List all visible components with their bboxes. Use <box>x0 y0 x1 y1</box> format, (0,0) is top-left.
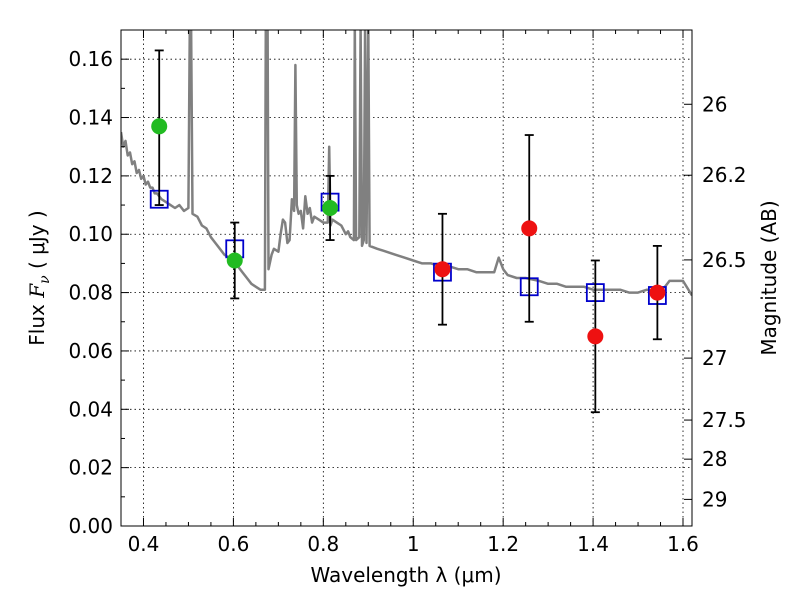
y-axis-label-prefix: Flux <box>25 298 49 346</box>
x-tick-label: 1.2 <box>487 532 519 556</box>
mag-tick-label: 27 <box>702 346 727 370</box>
y-tick-label: 0.06 <box>68 339 113 363</box>
y-axis-label-variable: F <box>25 283 49 299</box>
x-axis: 0.4 0.6 0.8 1 1.2 1.4 1.6 <box>120 30 699 556</box>
y-tick-label: 0.02 <box>68 456 113 480</box>
x-axis-label: Wavelength λ (μm) <box>310 563 501 587</box>
mag-tick-label: 29 <box>702 487 727 511</box>
y-tick-label: 0.00 <box>68 514 113 538</box>
nir-observation-point <box>521 220 538 237</box>
model-spectrum-line <box>121 30 692 297</box>
y-tick-label: 0.10 <box>68 222 113 246</box>
y-axis-left: 0.00 0.02 0.04 0.06 0.08 0.10 0.12 0.14 0.16 <box>68 47 129 538</box>
y-tick-label: 0.08 <box>68 281 113 305</box>
x-tick-label: 1.4 <box>577 532 609 556</box>
mag-tick-label: 26.2 <box>702 163 747 187</box>
y-tick-label: 0.16 <box>68 47 113 71</box>
y-tick-label: 0.04 <box>68 397 113 421</box>
mag-tick-label: 27.5 <box>702 408 747 432</box>
x-tick-label: 0.4 <box>128 532 160 556</box>
data-markers <box>149 49 667 414</box>
y-axis-right-magnitude: 26 26.2 26.5 27 27.5 28 29 <box>684 92 747 511</box>
nir-observation-point <box>587 328 604 345</box>
y-axis-label-suffix: ( μJy ) <box>25 210 49 275</box>
mag-tick-label: 26.5 <box>702 248 747 272</box>
y-tick-label: 0.14 <box>68 106 113 130</box>
x-tick-label: 1.6 <box>667 532 699 556</box>
plot-background <box>121 30 692 526</box>
x-tick-label: 0.8 <box>307 532 339 556</box>
y-axis-label: Flux Fν ( μJy ) <box>25 210 53 345</box>
plot-area <box>121 30 692 297</box>
optical-observation-point <box>226 252 243 269</box>
grid-lines <box>121 30 692 526</box>
optical-observation-point <box>322 199 339 216</box>
nir-observation-point <box>649 284 666 301</box>
plot-frame <box>120 29 693 527</box>
x-tick-label: 0.6 <box>217 532 249 556</box>
x-tick-label: 1 <box>407 532 420 556</box>
mag-tick-label: 28 <box>702 447 727 471</box>
y-axis-label-subscript: ν <box>37 275 53 284</box>
nir-observation-point <box>434 261 451 278</box>
mag-tick-label: 26 <box>702 92 727 116</box>
optical-observation-point <box>151 118 168 135</box>
y-tick-label: 0.12 <box>68 164 113 188</box>
y-axis-right-label: Magnitude (AB) <box>757 200 781 355</box>
